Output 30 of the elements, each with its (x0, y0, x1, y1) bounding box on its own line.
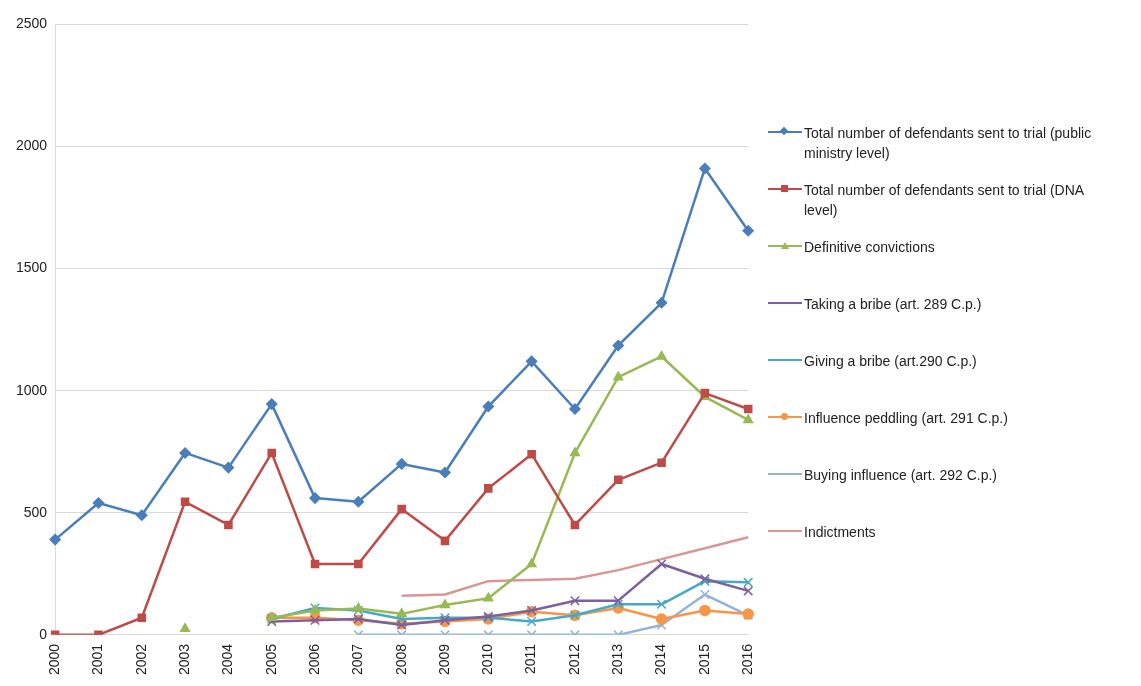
y-tick-label: 2000 (15, 137, 48, 154)
x-tick-label: 2005 (262, 643, 279, 676)
x-tick-label: 2007 (349, 643, 366, 676)
legend-label: Giving a bribe (art.290 C.p.) (804, 352, 977, 371)
x-tick-label: 2015 (695, 643, 712, 676)
x-tick-label: 2008 (392, 643, 409, 676)
legend-label: Taking a bribe (art. 289 C.p.) (804, 295, 982, 314)
legend-label: Total number of defendants sent to trial (DNA level) (804, 181, 1085, 220)
x-tick-label: 2002 (132, 643, 149, 676)
legend-label: Definitive convictions (804, 238, 935, 257)
legend-label: Total number of defendants sent to trial (public ministry level) (804, 124, 1093, 163)
x-tick-label: 2012 (565, 643, 582, 676)
x-tick-label: 2004 (219, 643, 236, 676)
x-tick-label: 2013 (609, 643, 626, 676)
x-tick-label: 2001 (89, 643, 106, 676)
legend-label: Influence peddling (art. 291 C.p.) (804, 409, 1008, 428)
y-tick-label: 1000 (15, 381, 48, 398)
x-tick-label: 2003 (175, 643, 192, 676)
x-tick-label: 2009 (435, 643, 452, 676)
y-tick-label: 1500 (15, 259, 48, 276)
x-tick-label: 2014 (652, 643, 669, 676)
x-tick-label: 2011 (522, 643, 539, 674)
y-tick-label: 2500 (15, 15, 48, 32)
y-tick-label: 500 (23, 503, 48, 520)
legend-label: Buying influence (art. 292 C.p.) (804, 466, 997, 485)
legend-label: Indictments (804, 523, 876, 542)
x-tick-label: 2016 (739, 643, 756, 676)
y-tick-label: 0 (39, 625, 48, 642)
x-tick-label: 2006 (305, 643, 322, 676)
x-tick-label: 2010 (479, 643, 496, 676)
